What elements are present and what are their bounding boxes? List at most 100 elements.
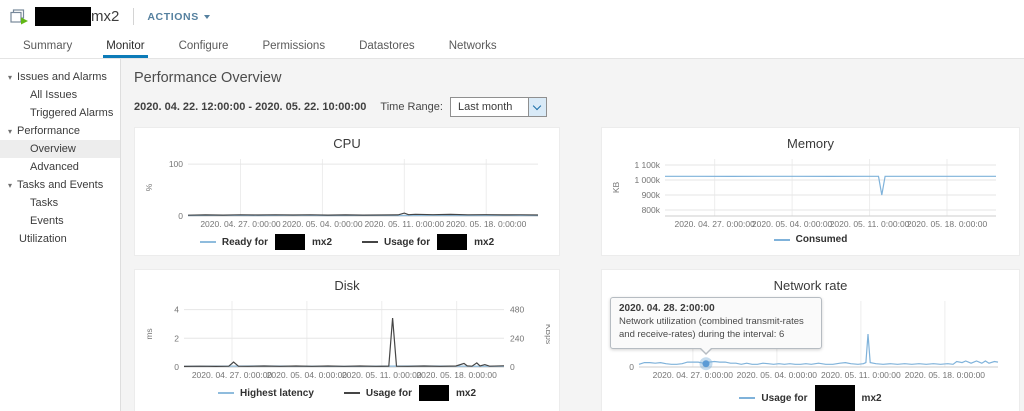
memory-chart-card: Memory 2020. 04. 27. 0:00:00 2020. 05. 04… (601, 127, 1020, 256)
sidebar-item-overview[interactable]: Overview (0, 140, 120, 158)
y-tick-label: 4 (174, 305, 179, 315)
sidebar-item-label: Tasks and Events (17, 179, 104, 191)
sidebar-item-tasks[interactable]: Tasks (0, 194, 120, 212)
sidebar-item-label: All Issues (30, 89, 78, 101)
cpu-chart-canvas: 2020. 04. 27. 0:00:00 2020. 05. 04. 0:00:… (144, 159, 539, 229)
legend-label: Highest latency (239, 387, 314, 399)
sidebar-item-events[interactable]: Events (0, 212, 120, 230)
date-range-text: 2020. 04. 22. 12:00:00 - 2020. 05. 22. 1… (134, 101, 367, 113)
caret-down-icon: ▾ (8, 180, 13, 190)
sidebar-group-tasks-and-events[interactable]: ▾ Tasks and Events (0, 176, 120, 194)
sidebar-item-triggered-alarms[interactable]: Triggered Alarms (0, 104, 120, 122)
legend-label: Usage for (761, 392, 808, 404)
disk-chart-card: Disk 2020. 04. 27. 0:00:00 2020. 05. 04. … (134, 269, 560, 411)
network-chart-card: Network rate 2020. 04. 28. 2:00:00 Netwo… (601, 269, 1020, 411)
x-tick-label: 2020. 04. 27. 0:00:00 (192, 370, 273, 380)
sidebar-item-all-issues[interactable]: All Issues (0, 86, 120, 104)
y-tick-label: 1 100k (634, 160, 660, 170)
tab-label: Monitor (106, 39, 145, 52)
x-tick-label: 2020. 05. 18. 0:00:00 (905, 370, 986, 380)
chart-title: Network rate (773, 278, 848, 293)
legend-swatch (199, 241, 216, 243)
y-tick-label-right: 480 (510, 305, 524, 315)
monitor-sidebar: ▾ Issues and Alarms All Issues Triggered … (0, 59, 121, 411)
legend-item: Usage for mx2 (343, 385, 477, 401)
y-tick-label: 2 (174, 333, 179, 343)
actions-button[interactable]: ACTIONS (147, 11, 210, 23)
legend-label: mx2 (456, 387, 477, 399)
redacted-vm-name (419, 385, 450, 401)
y-tick-label: 100 (169, 159, 183, 169)
chart-tooltip: 2020. 04. 28. 2:00:00 Network utilizatio… (610, 297, 822, 355)
network-chart-legend: Usage for mx2 (611, 385, 1010, 411)
tab-networks[interactable]: Networks (432, 33, 514, 58)
legend-swatch (739, 397, 756, 399)
y-tick-label: 0 (178, 211, 183, 221)
sidebar-group-performance[interactable]: ▾ Performance (0, 122, 120, 140)
tab-bar: Summary Monitor Configure Permissions Da… (0, 33, 1024, 59)
x-tick-label: 2020. 05. 04. 0:00:00 (737, 370, 818, 380)
x-tick-label: 2020. 05. 18. 0:00:00 (907, 219, 988, 229)
sidebar-item-label: Utilization (19, 233, 67, 245)
legend-item: Highest latency (217, 387, 314, 399)
section-title: Performance Overview (134, 70, 282, 86)
time-range-row: 2020. 04. 22. 12:00:00 - 2020. 05. 22. 1… (134, 97, 1020, 117)
x-tick-label: 2020. 04. 27. 0:00:00 (200, 219, 281, 229)
active-tab-underline (103, 55, 148, 58)
tab-label: Configure (178, 39, 229, 52)
content-area: ▾ Issues and Alarms All Issues Triggered … (0, 59, 1024, 411)
legend-label: mx2 (474, 236, 495, 248)
legend-label: Usage for (384, 236, 431, 248)
chart-title: Memory (787, 136, 834, 151)
sidebar-item-label: Tasks (30, 197, 59, 209)
legend-swatch (362, 241, 378, 243)
redacted-vm-name (814, 385, 855, 411)
y-tick-label-right: 240 (510, 333, 524, 343)
tab-label: Summary (23, 39, 73, 52)
legend-item: Usage for mx2 (739, 385, 882, 411)
sidebar-group-issues-and-alarms[interactable]: ▾ Issues and Alarms (0, 68, 120, 86)
tab-label: Permissions (262, 39, 326, 52)
tab-monitor[interactable]: Monitor (89, 33, 161, 58)
tab-datastores[interactable]: Datastores (342, 33, 432, 58)
x-tick-label: 2020. 05. 18. 0:00:00 (446, 219, 527, 229)
sidebar-item-label: Triggered Alarms (30, 107, 114, 119)
legend-label: Ready for (221, 236, 268, 248)
sidebar-item-label: Overview (30, 143, 76, 155)
legend-item: Ready for mx2 (199, 234, 332, 250)
charts-grid: CPU 2020. 04. 27. 0:00:00 2020. 05. 04. 0… (134, 127, 1020, 411)
memory-chart-legend: Consumed (611, 234, 1010, 245)
x-tick-label: 2020. 04. 27. 0:00:00 (674, 219, 755, 229)
y-tick-label: 800k (642, 205, 661, 215)
redacted-vm-name (35, 7, 91, 26)
y-tick-label: 0 (629, 362, 634, 372)
tab-permissions[interactable]: Permissions (245, 33, 342, 58)
chart-title: Disk (334, 278, 360, 293)
x-tick-label: 2020. 05. 11. 0:00:00 (342, 370, 422, 380)
y-tick-label: 0 (174, 362, 179, 372)
sidebar-item-utilization[interactable]: Utilization (0, 230, 120, 248)
page-title: mx2 (91, 8, 120, 25)
x-tick-label: 2020. 05. 04. 0:00:00 (282, 219, 363, 229)
caret-down-icon: ▾ (8, 72, 13, 82)
redacted-vm-name (437, 234, 468, 250)
legend-label: Usage for (365, 387, 413, 399)
network-chart-canvas: 2020. 04. 27. 0:00:00 2020. 05. 04. 0:00:… (611, 301, 999, 380)
select-arrow-box (527, 98, 546, 116)
x-tick-label: 2020. 05. 11. 0:00:00 (821, 370, 901, 380)
time-range-select[interactable]: Last month (449, 97, 547, 117)
series-line (638, 333, 999, 365)
tooltip-text: Network utilization (combined transmit-r… (619, 316, 804, 340)
main-panel: Performance Overview 2020. 04. 22. 12:00… (121, 59, 1024, 411)
x-tick-label: 2020. 05. 18. 0:00:00 (416, 370, 497, 380)
tab-summary[interactable]: Summary (6, 33, 89, 58)
tab-label: Networks (448, 39, 497, 52)
caret-down-icon: ▾ (8, 126, 13, 136)
title-bar: mx2 ACTIONS (0, 0, 1024, 33)
x-tick-label: 2020. 05. 11. 0:00:00 (364, 219, 444, 229)
tooltip-timestamp: 2020. 04. 28. 2:00:00 (619, 303, 715, 314)
tab-configure[interactable]: Configure (162, 33, 246, 58)
y-tick-label: 900k (642, 190, 661, 200)
sidebar-item-advanced[interactable]: Advanced (0, 158, 120, 176)
